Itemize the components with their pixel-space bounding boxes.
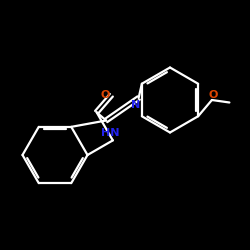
Text: O: O [208,90,218,100]
Text: HN: HN [101,128,119,138]
Text: O: O [100,90,110,100]
Text: N: N [132,100,141,110]
